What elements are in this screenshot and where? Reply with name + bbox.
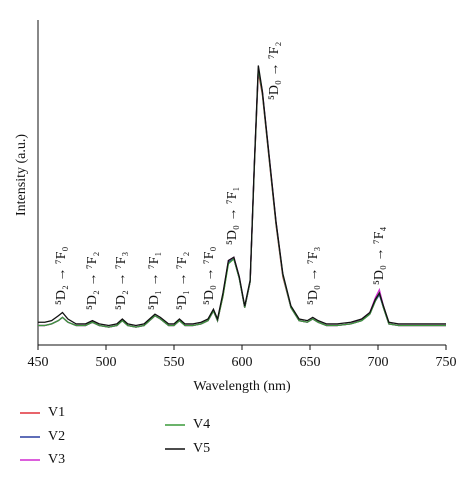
x-axis-label: Wavelength (nm) [193, 379, 291, 394]
x-tick-label: 600 [232, 355, 253, 370]
annotation: ⁵D₂ → ⁷F₃ [114, 251, 129, 310]
x-tick-label: 500 [96, 355, 117, 370]
annotation: ⁵D₁ → ⁷F₁ [147, 252, 162, 310]
annotation: ⁵D₀ → ⁷F₀ [202, 246, 217, 305]
legend-label: V1 [48, 405, 65, 420]
x-tick-label: 650 [300, 355, 321, 370]
y-axis-label: Intensity (a.u.) [14, 134, 29, 216]
legend-label: V5 [193, 441, 210, 456]
legend-label: V2 [48, 429, 65, 444]
legend-label: V3 [48, 452, 65, 467]
annotation: ⁵D₀ → ⁷F₃ [306, 246, 321, 305]
legend-label: V4 [193, 417, 210, 432]
series-line [38, 65, 446, 327]
annotation: ⁵D₀ → ⁷F₂ [267, 41, 282, 100]
annotation: ⁵D₀ → ⁷F₁ [225, 187, 240, 245]
x-tick-label: 700 [368, 355, 389, 370]
x-tick-label: 450 [28, 355, 49, 370]
annotation: ⁵D₂ → ⁷F₂ [85, 251, 100, 310]
x-tick-label: 550 [164, 355, 185, 370]
annotation: ⁵D₀ → ⁷F₄ [372, 226, 387, 285]
annotation: ⁵D₂ → ⁷F₀ [54, 246, 69, 305]
annotation: ⁵D₁ → ⁷F₂ [175, 251, 190, 310]
x-tick-label: 750 [436, 355, 457, 370]
